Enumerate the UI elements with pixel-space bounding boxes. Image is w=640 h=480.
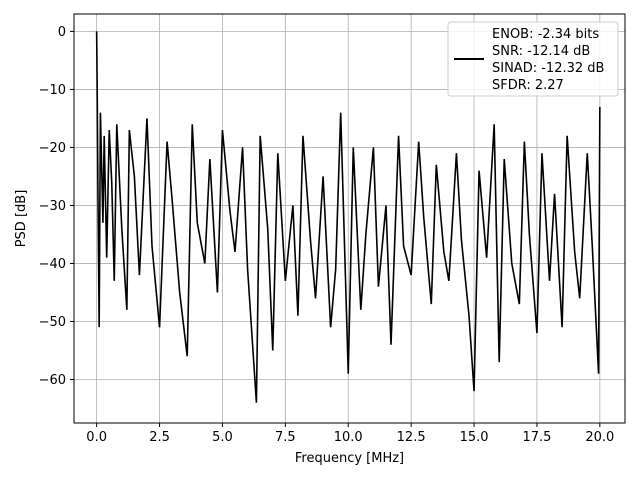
x-tick-label: 2.5 (149, 430, 170, 445)
y-tick-label: −60 (39, 373, 66, 388)
y-tick-label: −30 (39, 199, 66, 214)
legend-line-snr: SNR: -12.14 dB (492, 44, 590, 59)
x-tick-label: 20.0 (585, 430, 614, 445)
legend-line-sinad: SINAD: -12.32 dB (492, 61, 604, 76)
x-axis-label: Frequency [MHz] (295, 451, 404, 466)
x-tick-label: 17.5 (522, 430, 551, 445)
x-axis-ticks: 0.0 2.5 5.0 7.5 10.0 12.5 15.0 17.5 20.0 (86, 423, 614, 445)
x-tick-label: 15.0 (460, 430, 489, 445)
x-tick-label: 5.0 (212, 430, 233, 445)
x-tick-label: 12.5 (397, 430, 426, 445)
x-tick-label: 10.0 (334, 430, 363, 445)
x-tick-label: 7.5 (275, 430, 296, 445)
legend-line-enob: ENOB: -2.34 bits (492, 27, 599, 42)
y-axis-label: PSD [dB] (14, 190, 29, 248)
x-tick-label: 0.0 (86, 430, 107, 445)
legend-line-sfdr: SFDR: 2.27 (492, 78, 564, 93)
y-tick-label: −50 (39, 315, 66, 330)
y-axis-ticks: 0 −10 −20 −30 −40 −50 −60 (39, 25, 74, 388)
legend: ENOB: -2.34 bits SNR: -12.14 dB SINAD: -… (448, 22, 618, 96)
y-tick-label: −40 (39, 257, 66, 272)
y-tick-label: −10 (39, 83, 66, 98)
y-tick-label: 0 (58, 25, 66, 40)
y-tick-label: −20 (39, 141, 66, 156)
